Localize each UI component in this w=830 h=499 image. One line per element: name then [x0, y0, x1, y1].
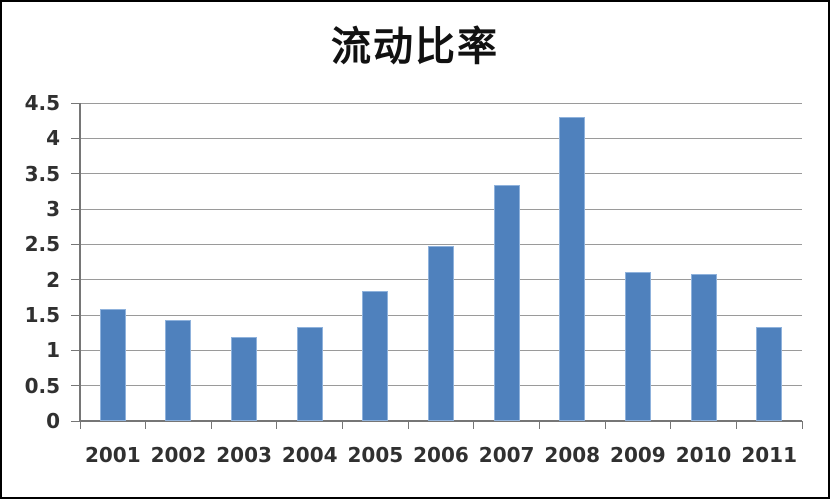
- x-axis-tick: [735, 421, 737, 429]
- gridline: [80, 102, 802, 104]
- x-axis-label: 2002: [150, 443, 207, 467]
- x-axis-label: 2003: [216, 443, 272, 467]
- bar-2011: [756, 327, 783, 421]
- bar-2006: [428, 246, 454, 421]
- x-axis-label: 2008: [544, 443, 601, 467]
- bar-2002: [165, 319, 192, 421]
- x-axis-label: 2010: [675, 443, 732, 467]
- bar-2001: [99, 309, 126, 421]
- gridline: [80, 243, 802, 245]
- x-axis-label: 2005: [347, 443, 404, 467]
- chart-title: 流动比率: [331, 23, 499, 70]
- bar-2005: [362, 290, 389, 421]
- bar-2007: [493, 184, 520, 421]
- y-axis-tick: [71, 420, 80, 422]
- x-axis-label: 2009: [610, 443, 666, 467]
- x-axis-label: 2004: [281, 443, 338, 467]
- x-axis-tick: [210, 421, 212, 429]
- gridline: [80, 208, 802, 210]
- y-axis-tick: [71, 314, 80, 316]
- x-axis-label: 2011: [741, 443, 797, 467]
- bar-2008: [559, 117, 586, 421]
- y-axis-label: 1.5: [24, 303, 60, 327]
- y-axis-label: 4.5: [24, 91, 60, 115]
- x-axis-line: [80, 420, 802, 422]
- x-axis-tick: [407, 421, 409, 429]
- x-axis-tick: [145, 421, 147, 429]
- y-axis-label: 2.5: [24, 232, 60, 257]
- x-axis-tick: [79, 421, 81, 429]
- y-axis-label: 0: [46, 409, 60, 433]
- y-axis-label: 0.5: [24, 373, 60, 398]
- y-axis-tick: [71, 102, 80, 104]
- x-axis-tick: [276, 421, 278, 429]
- bar-2003: [231, 336, 258, 421]
- y-axis-tick: [71, 385, 80, 387]
- y-axis-tick: [71, 173, 80, 175]
- x-axis-tick: [538, 421, 540, 429]
- x-axis-tick: [473, 421, 475, 429]
- x-axis-tick: [342, 421, 344, 429]
- x-axis-label: 2001: [84, 443, 141, 467]
- y-axis-label: 3.5: [24, 161, 60, 186]
- gridline: [80, 173, 802, 175]
- y-axis-label: 4: [46, 126, 60, 151]
- y-axis-label: 3: [46, 197, 60, 221]
- x-axis-tick: [801, 421, 803, 429]
- x-axis-tick: [604, 421, 606, 429]
- y-axis-label: 1: [46, 338, 60, 363]
- y-axis-line: [79, 103, 81, 421]
- y-axis-tick: [71, 279, 80, 281]
- bar-2004: [296, 327, 323, 421]
- y-axis-tick: [71, 208, 80, 210]
- y-axis-tick: [71, 243, 80, 245]
- y-axis-tick: [71, 137, 80, 139]
- gridline: [80, 137, 802, 139]
- bar-2009: [624, 271, 651, 421]
- x-axis-tick: [670, 421, 672, 429]
- y-axis-label: 2: [46, 267, 60, 292]
- y-axis-tick: [71, 349, 80, 351]
- bar-2010: [690, 274, 717, 421]
- x-axis-label: 2006: [413, 443, 469, 467]
- x-axis-label: 2007: [478, 443, 535, 467]
